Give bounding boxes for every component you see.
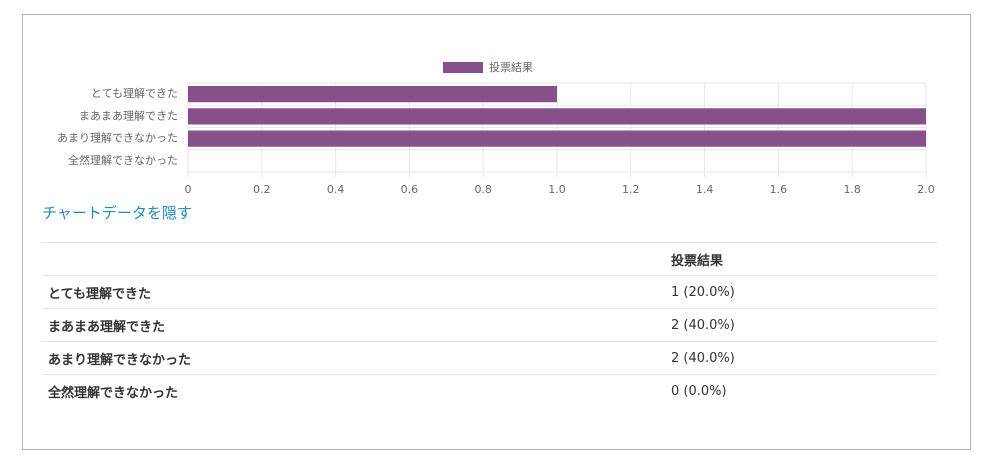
legend-label: 投票結果 xyxy=(489,60,533,74)
x-tick-label: 1.6 xyxy=(770,183,788,196)
blank-header xyxy=(42,242,665,276)
result-cell: 2 (40.0%) xyxy=(665,308,937,342)
chart: 0 0.2 0.4 0.6 0.8 1.0 1.2 1.4 1.6 1.8 2.0 投票結果とても理解… xyxy=(57,60,935,196)
x-tick-label: 0 xyxy=(185,183,192,196)
x-tick-label: 2.0 xyxy=(917,183,935,196)
result-cell: 2 (40.0%) xyxy=(665,341,937,375)
x-tick-label: 0.4 xyxy=(327,183,345,196)
table-row: あまり理解できなかった 2 (40.0%) xyxy=(42,341,937,375)
option-cell: まあまあ理解できた xyxy=(42,308,665,342)
x-tick-label: 1.2 xyxy=(622,183,640,196)
table-row: とても理解できた 1 (20.0%) xyxy=(42,275,937,309)
option-cell: 全然理解できなかった xyxy=(42,374,665,407)
table-row: まあまあ理解できた 2 (40.0%) xyxy=(42,308,937,342)
y-tick-label: とても理解できた xyxy=(91,86,178,100)
y-tick-label: まあまあ理解できた xyxy=(79,108,178,122)
data-table: 投票結果 とても理解できた 1 (20.0%) まあまあ理解できた 2 (40.0%)… xyxy=(42,242,937,407)
x-tick-label: 1.4 xyxy=(696,183,714,196)
x-tick-label: 0.8 xyxy=(474,183,492,196)
result-cell: 1 (20.0%) xyxy=(665,275,937,309)
header-row: 投票結果 xyxy=(42,242,937,276)
result-cell: 0 (0.0%) xyxy=(665,374,937,407)
bar xyxy=(188,130,926,147)
x-tick-label: 1.8 xyxy=(843,183,861,196)
panel xyxy=(22,14,971,450)
bar xyxy=(188,86,557,103)
bar xyxy=(188,108,926,125)
x-tick-label: 0.6 xyxy=(401,183,419,196)
option-cell: とても理解できた xyxy=(42,275,665,309)
option-cell: あまり理解できなかった xyxy=(42,341,665,375)
table-row: 全然理解できなかった 0 (0.0%) xyxy=(42,374,937,407)
x-tick-label: 1.0 xyxy=(548,183,566,196)
x-tick-label: 0.2 xyxy=(253,183,271,196)
y-tick-label: あまり理解できなかった xyxy=(57,131,178,145)
column-header: 投票結果 xyxy=(665,242,937,276)
y-tick-label: 全然理解できなかった xyxy=(68,153,178,167)
legend-swatch xyxy=(443,62,483,73)
toggle-link[interactable]: チャートデータを隠す xyxy=(42,204,192,222)
